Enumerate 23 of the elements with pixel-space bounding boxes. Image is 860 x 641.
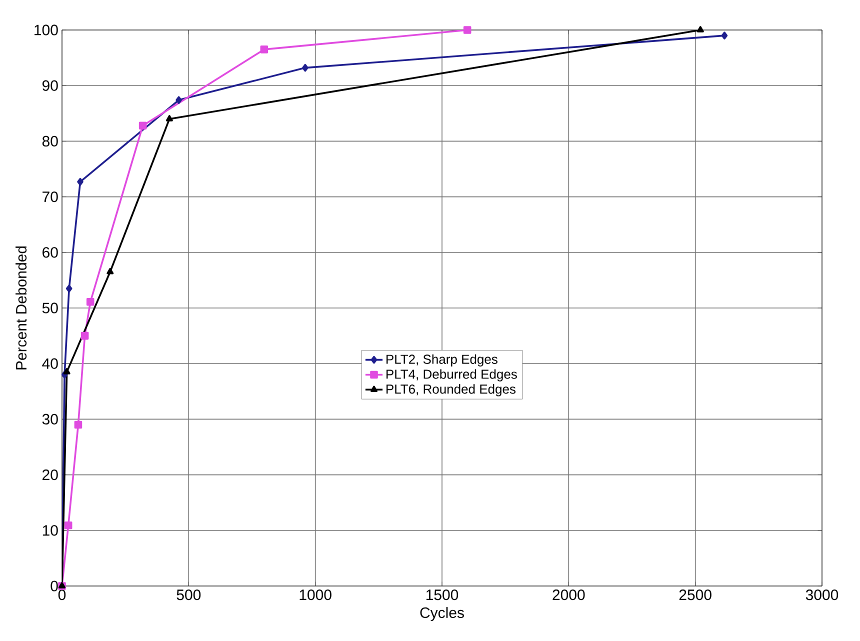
y-tick-label: 40 bbox=[42, 358, 58, 369]
y-tick-label: 30 bbox=[42, 414, 58, 425]
y-tick-label: 100 bbox=[34, 24, 58, 36]
x-axis-title: Cycles bbox=[420, 607, 464, 621]
x-tick-label: 500 bbox=[176, 590, 201, 600]
y-tick-label: 10 bbox=[42, 525, 58, 536]
x-tick-label: 1500 bbox=[426, 590, 458, 600]
x-tick-label: 0 bbox=[58, 590, 66, 600]
legend-label: PLT2, Sharp Edges bbox=[386, 354, 498, 366]
y-tick-label: 70 bbox=[42, 191, 58, 202]
y-tick-label: 60 bbox=[42, 247, 58, 258]
y-axis-title: Percent Debonded bbox=[16, 246, 27, 370]
y-tick-label: 90 bbox=[42, 80, 58, 91]
y-tick-label: 80 bbox=[42, 136, 58, 147]
y-tick-label: 20 bbox=[42, 469, 58, 480]
x-tick-label: 2500 bbox=[679, 590, 712, 600]
x-tick-label: 1000 bbox=[300, 590, 332, 600]
legend-label: PLT6, Rounded Edges bbox=[386, 384, 516, 396]
x-tick-label: 2000 bbox=[552, 590, 585, 600]
y-tick-label: 0 bbox=[50, 580, 58, 592]
legend-label: PLT4, Deburred Edges bbox=[386, 369, 517, 382]
x-tick-label: 3000 bbox=[806, 590, 838, 600]
y-tick-label: 50 bbox=[42, 302, 58, 314]
